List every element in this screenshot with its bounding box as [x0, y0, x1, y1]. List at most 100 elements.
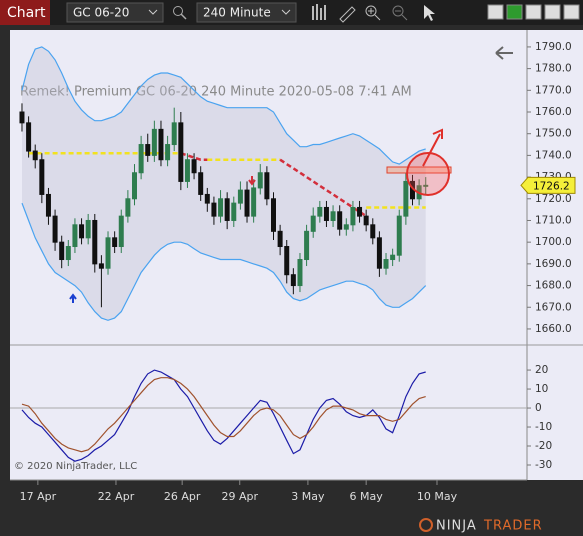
- indicator-line: [21, 202, 427, 321]
- window-button[interactable]: [525, 4, 542, 20]
- candle-body: [165, 144, 171, 161]
- back-arrow[interactable]: [495, 46, 513, 60]
- x-tick-label: 22 Apr: [98, 490, 135, 503]
- x-tick-label: 26 Apr: [164, 490, 201, 503]
- candle-body: [85, 219, 91, 239]
- candle-body: [151, 128, 157, 156]
- candle-body: [396, 215, 402, 256]
- highlight-circle: [406, 152, 450, 196]
- zoom-out-icon[interactable]: [392, 5, 404, 17]
- candle-body: [184, 159, 190, 182]
- candle-body: [284, 246, 290, 276]
- candle-body: [32, 150, 38, 161]
- chart-subtitle: Remek! Premium GC 06-20 240 Minute 2020-…: [20, 85, 412, 100]
- window-button[interactable]: [487, 4, 504, 20]
- candle-body: [330, 211, 336, 221]
- candle-body: [257, 172, 263, 189]
- logo-icon: [419, 518, 433, 532]
- window-button[interactable]: [544, 4, 561, 20]
- y-tick-label: 1740.0: [535, 149, 572, 161]
- bars-icon[interactable]: [312, 4, 326, 20]
- close-button[interactable]: [563, 4, 580, 20]
- candle-body: [112, 237, 118, 248]
- search-icon-handle: [180, 13, 187, 20]
- moving-average: [180, 152, 367, 218]
- candle-body: [39, 159, 45, 195]
- candle-body: [264, 172, 270, 200]
- instrument: GC 06-20: [73, 6, 129, 20]
- tab-title: Chart: [7, 5, 46, 21]
- candle-body: [383, 259, 389, 269]
- candle-body: [218, 198, 224, 217]
- candle-body: [19, 111, 25, 124]
- search-icon[interactable]: [173, 6, 183, 16]
- candle-body: [231, 202, 237, 221]
- y-tick-label: 10: [535, 383, 548, 395]
- band-fill: [22, 46, 426, 321]
- logo-text: TRADER: [483, 519, 543, 534]
- zoom-in-icon[interactable]: [365, 5, 377, 17]
- y-tick-label: 1680.0: [535, 280, 572, 292]
- x-tick-label: 17 Apr: [20, 490, 57, 503]
- y-tick-label: 1660.0: [535, 323, 572, 335]
- candle-body: [178, 122, 184, 182]
- candle-body: [244, 189, 250, 217]
- instrument-select[interactable]: [66, 2, 164, 23]
- candle-body: [138, 144, 144, 174]
- price-tag: [520, 176, 576, 194]
- candle-body: [290, 274, 296, 287]
- y-tick-label: -20: [535, 440, 552, 452]
- moving-average: [28, 151, 426, 209]
- candle-body: [65, 246, 71, 261]
- candle-body: [350, 206, 356, 226]
- window-button[interactable]: [506, 4, 523, 20]
- candle-body: [211, 202, 217, 217]
- candle-body: [171, 122, 177, 146]
- y-tick-label: 1700.0: [535, 236, 572, 248]
- candle-body: [98, 263, 104, 269]
- x-tick-label: 29 Apr: [221, 490, 258, 503]
- pointer-icon[interactable]: [424, 5, 435, 21]
- chart-tab[interactable]: [0, 0, 50, 25]
- dropdown-arrow: [148, 9, 158, 15]
- candle-body: [45, 193, 51, 217]
- candle-body: [198, 172, 204, 195]
- zoom-in-plus: [368, 8, 381, 21]
- candle-body: [158, 128, 164, 161]
- period-select[interactable]: [196, 2, 297, 23]
- direction-arrow: [422, 128, 443, 167]
- candle-body: [132, 172, 138, 200]
- candle-body: [237, 189, 243, 204]
- zone-rectangle: [386, 166, 452, 174]
- candle-body: [343, 224, 349, 230]
- y-tick-label: 20: [535, 364, 548, 376]
- candle-body: [323, 206, 329, 221]
- candle-body: [191, 159, 197, 174]
- candle-body: [79, 224, 85, 239]
- candle-body: [118, 215, 124, 248]
- draw-icon[interactable]: [339, 6, 356, 23]
- candle-body: [92, 219, 98, 265]
- candle-body: [224, 198, 230, 221]
- candle-body: [423, 184, 429, 187]
- candle-body: [357, 206, 363, 217]
- candle-body: [26, 122, 32, 152]
- indicator-line: [21, 377, 426, 453]
- x-tick-label: 10 May: [417, 490, 458, 503]
- logo-text: NINJA: [436, 519, 477, 534]
- marks: 1660.0 1670.0 1680.0 1690.0 1700.0 1710.0 1720…: [10, 41, 572, 503]
- copyright: © 2020 NinjaTrader, LLC: [14, 461, 137, 472]
- candle-body: [376, 237, 382, 269]
- candle-body: [204, 193, 210, 204]
- indicator-line: [21, 369, 426, 462]
- candle-body: [310, 215, 316, 232]
- zoom-out-minus: [395, 10, 408, 21]
- y-tick-label: 1750.0: [535, 128, 572, 140]
- candle-body: [317, 206, 323, 217]
- candle-body: [72, 224, 78, 248]
- y-tick-label: 1690.0: [535, 258, 572, 270]
- y-tick-label: 1770.0: [535, 84, 572, 96]
- dropdown-arrow: [281, 9, 291, 15]
- candle-body: [403, 180, 409, 217]
